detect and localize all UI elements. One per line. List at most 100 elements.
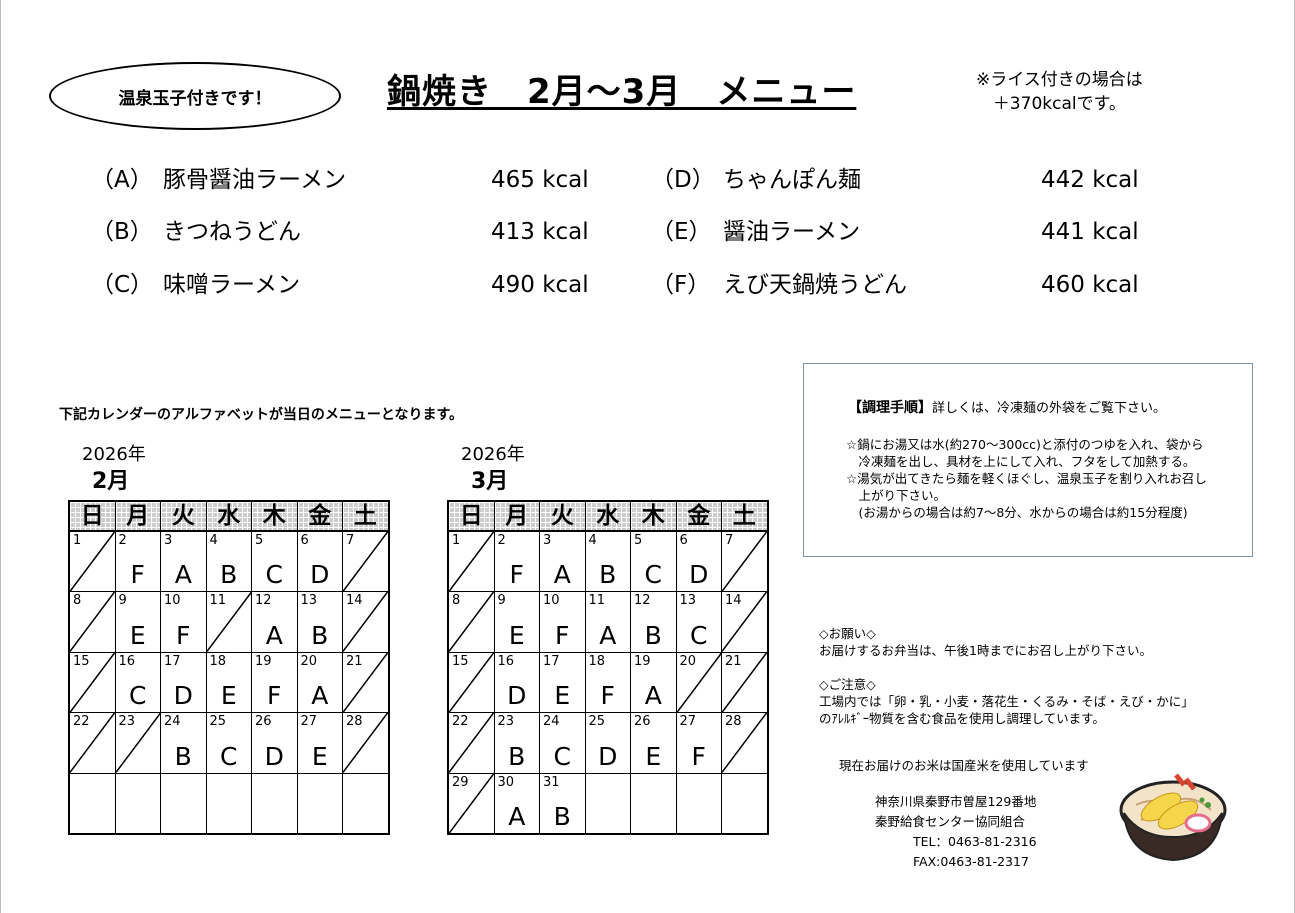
calendar-day-closed: 15 bbox=[70, 652, 116, 714]
calendar-day-number: 25 bbox=[588, 714, 606, 730]
calendar-menu-letter: E bbox=[129, 620, 146, 650]
calendar-day-number: 21 bbox=[346, 653, 363, 669]
calendar-menu-letter: F bbox=[176, 620, 191, 650]
calendar-day-number: 5 bbox=[255, 533, 264, 548]
weekday-header: 日 bbox=[70, 502, 116, 532]
calendar-day-cell: A 20 bbox=[297, 652, 343, 714]
calendar-menu-letter: D bbox=[264, 741, 284, 771]
calendar-day-cell: D 17 bbox=[161, 652, 207, 714]
calendar-day-cell: F 18 bbox=[585, 652, 631, 714]
cooking-line: 上がり下さい。 bbox=[846, 488, 947, 503]
calendar-day-number: 3 bbox=[164, 533, 173, 548]
calendar-day-cell: B 12 bbox=[631, 592, 677, 653]
calendar-day-number: 8 bbox=[73, 593, 82, 609]
menu-item-code: （E） bbox=[651, 219, 712, 245]
calendar-day-cell: A 11 bbox=[585, 592, 631, 653]
closed-day-slash bbox=[70, 532, 116, 592]
calendar-day-cell: F 19 bbox=[252, 652, 298, 714]
calendar-day-cell: C 13 bbox=[676, 592, 722, 653]
calendar-day-cell: E 17 bbox=[540, 652, 586, 714]
cooking-line: ☆鍋にお湯又は水(約270～300cc)と添付のつゆを入れ、袋から bbox=[846, 437, 1204, 452]
calendar-day-cell: A 12 bbox=[252, 592, 298, 653]
calendar-menu-letter: D bbox=[689, 560, 709, 590]
company-address: 神奈川県秦野市曽屋129番地 bbox=[875, 794, 1037, 809]
calendar-menu-letter: F bbox=[130, 560, 145, 590]
calendar-day-number: 28 bbox=[725, 714, 742, 730]
menu-item-name: ちゃんぽん麺 bbox=[723, 167, 861, 193]
company-info: 神奈川県秦野市曽屋129番地 秦野給食センター協同組合 TEL：0463-81-… bbox=[875, 792, 1037, 872]
menu-item-code: （C） bbox=[91, 272, 154, 298]
page-title: 鍋焼き 2月～3月 メニュー bbox=[387, 72, 857, 112]
calendar-menu-letter: E bbox=[311, 741, 328, 771]
calendar-day-number: 13 bbox=[300, 593, 318, 609]
weekday-header: 水 bbox=[585, 502, 631, 532]
company-name: 秦野給食センター協同組合 bbox=[875, 814, 1026, 829]
calendar-menu-letter: F bbox=[600, 681, 615, 711]
weekday-header: 金 bbox=[676, 502, 722, 532]
calendar-day-number: 10 bbox=[543, 593, 560, 609]
menu-item-code: （F） bbox=[651, 272, 711, 298]
calendar-day-cell: E 26 bbox=[631, 713, 677, 774]
calendar-day-number: 26 bbox=[255, 714, 272, 730]
calendar-day-number: 1 bbox=[452, 533, 461, 548]
calendar-day-closed: 22 bbox=[70, 713, 116, 774]
calendar-day-number: 29 bbox=[452, 774, 469, 790]
calendar-day-number: 22 bbox=[73, 714, 90, 730]
calendar-day-number: 9 bbox=[497, 593, 506, 609]
calendar-day-number: 22 bbox=[452, 714, 469, 730]
calendar-month: 2月 bbox=[92, 469, 130, 494]
cooking-line: (お湯からの場合は約7～8分、水からの場合は約15分程度) bbox=[846, 505, 1188, 520]
rice-note-line: ※ライス付きの場合は bbox=[976, 70, 1143, 90]
calendar-menu-letter: A bbox=[265, 620, 283, 650]
calendar-day-closed: 8 bbox=[449, 592, 495, 653]
cooking-line: 冷凍麺を出し、具材を上にして入れ、フタをして加熱する。 bbox=[846, 454, 1196, 469]
calendar-menu-letter: F bbox=[691, 741, 706, 771]
calendar-day-cell: C 16 bbox=[115, 652, 161, 714]
calendar-day-number: 24 bbox=[164, 714, 181, 730]
request-text: お届けするお弁当は、午後1時までにお召し上がり下さい。 bbox=[819, 643, 1152, 658]
calendar-day-cell: A 19 bbox=[631, 652, 677, 714]
calendar-menu-letter: C bbox=[553, 741, 571, 771]
calendar-day-closed: 1 bbox=[70, 532, 116, 593]
nabeyaki-udon-bowl-icon bbox=[1119, 773, 1227, 862]
closed-day-slash bbox=[70, 592, 116, 653]
closed-day-slash bbox=[676, 652, 722, 713]
menu-item-kcal: 465 kcal bbox=[491, 167, 589, 193]
calendar-day-number: 19 bbox=[634, 653, 651, 669]
menu-item-code: （D） bbox=[651, 167, 715, 193]
calendar-day-number: 23 bbox=[497, 714, 515, 730]
calendar-day-cell: F 10 bbox=[161, 592, 207, 653]
calendar-day-number: 4 bbox=[588, 533, 597, 548]
weekday-header: 火 bbox=[540, 502, 586, 532]
calendar-day-cell: B 31 bbox=[540, 773, 586, 834]
calendar-day-number: 18 bbox=[588, 653, 606, 669]
calendar-day-cell: E 27 bbox=[297, 713, 343, 774]
calendar-day-closed: 28 bbox=[722, 713, 768, 774]
calendar-day-number: 4 bbox=[209, 533, 218, 548]
calendar-year: 2026年 bbox=[82, 444, 146, 465]
calendar-day-number: 27 bbox=[679, 714, 697, 730]
calendar-day-cell bbox=[631, 773, 677, 834]
rice-note: ※ライス付きの場合は ＋370kcalです。 bbox=[976, 68, 1143, 116]
calendar-day-number: 8 bbox=[452, 593, 461, 609]
calendar-menu-letter: D bbox=[173, 681, 193, 711]
calendar-day-closed: 23 bbox=[115, 713, 161, 774]
calendar-day-number: 18 bbox=[209, 653, 227, 669]
closed-day-slash bbox=[343, 592, 389, 653]
closed-day-slash bbox=[449, 773, 495, 834]
calendar-day-cell bbox=[585, 773, 631, 834]
menu-item-code: （A） bbox=[91, 167, 153, 193]
calendar-day-number: 15 bbox=[452, 653, 469, 669]
calendar-day-number: 1 bbox=[73, 533, 82, 548]
menu-item-name: 豚骨醤油ラーメン bbox=[163, 167, 347, 193]
cooking-intro: 詳しくは、冷凍麺の外袋をご覧下さい。 bbox=[932, 401, 1167, 416]
calendar-day-cell: E 18 bbox=[206, 652, 252, 714]
closed-day-slash bbox=[722, 592, 768, 653]
calendar-day-cell bbox=[70, 773, 116, 834]
